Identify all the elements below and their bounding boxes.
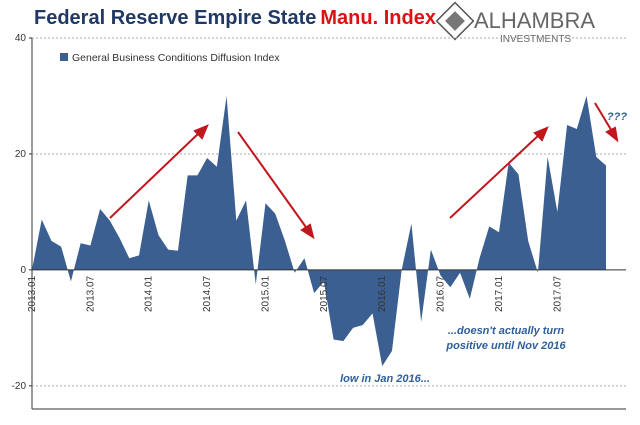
x-tick-label: 2015.07 [319,275,330,312]
logo: ALHAMBRA INVESTMENTS [435,1,595,45]
annotation: ...doesn't actually turn [448,325,565,337]
x-tick-label: 2013.07 [85,275,96,312]
x-tick-label: 2016.01 [377,275,388,312]
logo-subtitle: INVESTMENTS [500,34,571,45]
chart-title: Federal Reserve Empire State Manu. Index [34,7,436,29]
arrow [449,133,541,219]
arrow [237,131,309,231]
y-tick-label: -20 [12,381,27,392]
arrow-head [605,126,619,143]
annotation: low in Jan 2016... [340,373,430,385]
x-tick-label: 2017.07 [552,275,563,312]
area [32,95,606,367]
annotation: positive until Nov 2016 [445,340,566,352]
x-tick-label: 2016.07 [436,275,447,312]
x-tick-label: 2014.07 [202,275,213,312]
arrow-head [533,126,549,142]
legend-swatch [60,53,68,61]
x-tick-label: 2013.01 [27,275,38,312]
arrow [594,102,614,134]
annotation: ??? [607,111,627,123]
arrow-head [193,124,209,140]
x-tick-label: 2017.01 [494,275,505,312]
arrow [109,131,201,219]
y-tick-label: 40 [15,33,27,44]
y-tick-label: 20 [15,149,27,160]
title-highlight: Manu. Index [320,7,436,29]
logo-icon [435,1,475,41]
title-main: Federal Reserve Empire State [34,7,316,29]
legend-label: General Business Conditions Diffusion In… [72,52,280,64]
x-tick-label: 2014.01 [144,275,155,312]
logo-name: ALHAMBRA [474,8,595,33]
arrow-head [300,223,315,240]
y-tick-label: 0 [20,265,26,276]
arrows [109,102,619,240]
x-tick-label: 2015.01 [260,275,271,312]
logo-icon-inner [445,11,465,31]
